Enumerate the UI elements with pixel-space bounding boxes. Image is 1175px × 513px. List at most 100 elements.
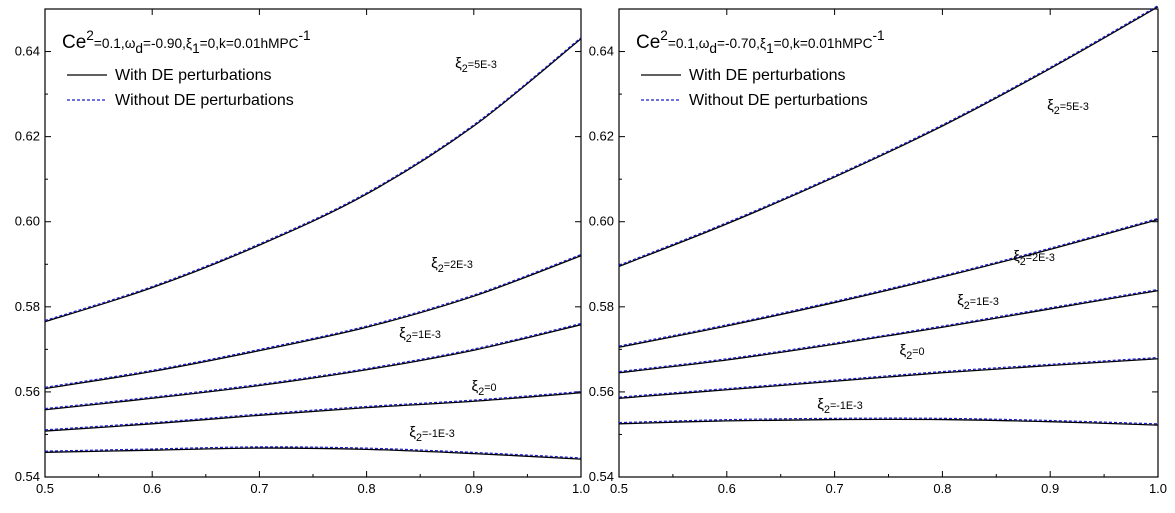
label-value: =1E-3 [970,296,999,308]
series-label: ξ2=2E-3 [431,255,473,275]
label-xi: ξ [455,55,462,72]
y-tick-label: 0.56 [15,384,40,399]
title-part: =0.1,ω [668,36,710,51]
chart-title: Ce2=0.1,ωd=-0.90,ξ1=0,k=0.01hMPC-1 [62,28,311,56]
series-line-without-de [44,446,582,459]
title-part: =0,k=0.01hMPC [774,36,873,51]
legend-label-with-de: With DE perturbations [115,67,272,84]
y-tick-label: 0.62 [15,129,40,144]
label-subscript: 2 [1054,105,1060,117]
label-xi: ξ [471,378,478,395]
y-tick-label: 0.54 [589,469,614,484]
x-tick-label: 0.9 [1041,481,1059,496]
y-tick-label: 0.58 [15,299,40,314]
series-line-with-de [44,447,582,460]
series-line-without-de [618,217,1159,347]
label-xi: ξ [957,292,964,309]
title-part: =-0.70,ξ [717,36,766,51]
x-tick-label: 0.6 [143,481,161,496]
legend-label-with-de: With DE perturbations [689,67,846,84]
series-line-with-de [618,418,1159,426]
series-line-with-de [618,358,1159,399]
title-superscript: -1 [298,28,310,43]
chart-panel-1: 0.5 0.6 0.7 0.8 0.9 1.0 0.54 0.56 0.58 0.60 0.62 0.… [15,8,590,496]
series-line-with-de [618,6,1159,268]
title-subscript: 1 [192,41,200,56]
label-value: =0 [484,382,496,394]
chart-panel-2: 0.5 0.6 0.7 0.8 0.9 1.0 0.54 0.56 0.58 0.60 0.62 0.… [589,5,1167,496]
series-line-without-de [44,37,582,322]
series-line-without-de [44,322,582,410]
label-value: =0 [912,346,924,358]
x-tick-label: 0.7 [826,481,844,496]
series-label: ξ2=5E-3 [1047,97,1089,117]
y-tick-label: 0.62 [589,129,614,144]
title-part: =0.1,ω [94,36,136,51]
title-superscript: -1 [872,28,884,43]
x-tick-label: 0.6 [718,481,736,496]
title-part: =0,k=0.01hMPC [200,36,299,51]
series-label: ξ2=1E-3 [399,325,441,345]
series-label: ξ2=-1E-3 [409,424,454,444]
x-tick-label: 0.7 [250,481,268,496]
x-tick-label: 0.9 [465,481,483,496]
label-value: =5E-3 [1060,101,1089,113]
y-tick-label: 0.58 [589,299,614,314]
series-line-without-de [44,390,582,431]
series-line-without-de [44,254,582,388]
series-line-with-de [618,218,1159,348]
legend-label-without-de: Without DE perturbations [115,92,294,109]
series-line-with-de [44,38,582,323]
series-line-with-de [44,255,582,390]
y-tick-label: 0.56 [589,384,614,399]
legend-label-without-de: Without DE perturbations [689,92,868,109]
label-xi: ξ [399,325,406,342]
x-tick-label: 0.8 [933,481,951,496]
series-label: ξ2=0 [471,378,496,398]
series-line-with-de [44,324,582,411]
title-part: Ce [62,32,86,53]
label-value: =1E-3 [412,329,441,341]
chart-title: Ce2=0.1,ωd=-0.70,ξ1=0,k=0.01hMPC-1 [636,28,885,56]
title-superscript: 2 [660,28,668,43]
label-subscript: 2 [478,386,484,398]
label-xi: ξ [817,396,824,413]
label-xi: ξ [1013,248,1020,265]
y-tick-label: 0.64 [15,44,40,59]
series-line-with-de [618,290,1159,374]
y-tick-label: 0.64 [589,44,614,59]
title-subscript: 1 [766,41,774,56]
title-superscript: 2 [86,28,94,43]
label-subscript: 2 [406,333,412,345]
label-subscript: 2 [964,300,970,312]
series-label: ξ2=5E-3 [455,55,497,75]
title-subscript: d [709,41,717,56]
x-tick-label: 1.0 [572,481,590,496]
series-line-without-de [618,5,1159,266]
x-tick-label: 0.5 [610,481,628,496]
label-value: =2E-3 [1026,252,1055,264]
label-xi: ξ [409,424,416,441]
title-part: Ce [636,32,660,53]
x-tick-label: 0.5 [36,481,54,496]
series-label: ξ2=1E-3 [957,292,999,312]
x-tick-label: 1.0 [1149,481,1167,496]
label-subscript: 2 [906,350,912,362]
series-label: ξ2=-1E-3 [817,396,862,416]
title-part: =-0.90,ξ [143,36,192,51]
label-xi: ξ [431,255,438,272]
label-xi: ξ [899,342,906,359]
label-value: =-1E-3 [422,428,455,440]
y-tick-label: 0.60 [589,214,614,229]
label-subscript: 2 [438,263,444,275]
series-line-without-de [618,356,1159,398]
y-tick-label: 0.54 [15,469,40,484]
series-label: ξ2=2E-3 [1013,248,1055,268]
x-tick-label: 0.8 [358,481,376,496]
label-xi: ξ [1047,97,1054,114]
series-line-with-de [44,392,582,432]
series-line-without-de [618,417,1159,425]
label-subscript: 2 [1020,256,1026,268]
label-subscript: 2 [416,432,422,444]
series-label: ξ2=0 [899,342,924,362]
